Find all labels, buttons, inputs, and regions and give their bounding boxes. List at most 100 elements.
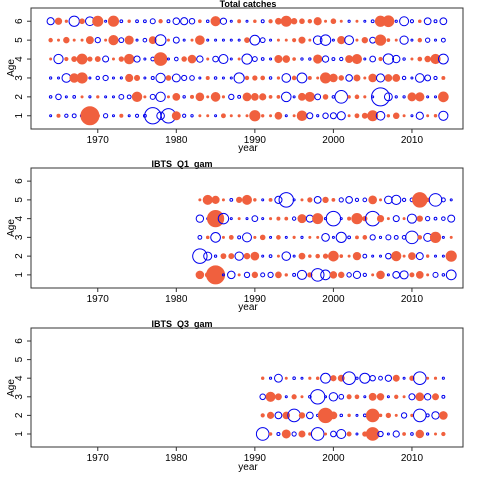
negative-residual-bubble (104, 19, 108, 23)
positive-residual-bubble (347, 254, 351, 258)
positive-residual-bubble (96, 95, 100, 99)
positive-residual-bubble (291, 394, 297, 400)
positive-residual-bubble (284, 376, 288, 380)
positive-residual-bubble (394, 38, 398, 42)
positive-residual-bubble (64, 19, 68, 23)
positive-residual-bubble (71, 56, 78, 63)
negative-residual-bubble (431, 411, 440, 420)
y-axis: 1 2 3 4 5 6 (14, 338, 31, 437)
negative-residual-bubble (259, 37, 266, 44)
negative-residual-bubble (310, 268, 325, 282)
y-tick-label: 5 (14, 37, 25, 43)
positive-residual-bubble (394, 413, 398, 417)
x-tick-label: 1990 (244, 135, 267, 146)
positive-residual-bubble (275, 17, 282, 25)
positive-residual-bubble (347, 95, 351, 99)
positive-residual-bubble (355, 235, 359, 240)
residual-bubbles (46, 15, 449, 126)
negative-residual-bubble (278, 192, 294, 208)
negative-residual-bubble (261, 217, 265, 221)
negative-residual-bubble (174, 56, 179, 62)
negative-residual-bubble (284, 395, 288, 399)
negative-residual-bubble (362, 413, 367, 418)
positive-residual-bubble (274, 111, 283, 120)
negative-residual-bubble (142, 37, 148, 43)
negative-residual-bubble (182, 113, 187, 118)
positive-residual-bubble (445, 250, 457, 262)
positive-residual-bubble (300, 395, 304, 399)
negative-residual-bubble (274, 195, 283, 204)
negative-residual-bubble (378, 375, 383, 381)
negative-residual-bubble (345, 196, 353, 204)
negative-residual-bubble (111, 95, 115, 99)
negative-residual-bubble (410, 76, 414, 80)
y-tick-label: 3 (14, 75, 25, 81)
positive-residual-bubble (308, 254, 312, 258)
positive-residual-bubble (347, 216, 352, 221)
negative-residual-bubble (441, 273, 446, 277)
negative-residual-bubble (218, 54, 229, 65)
negative-residual-bubble (331, 38, 335, 42)
negative-residual-bubble (320, 372, 331, 384)
negative-residual-bubble (269, 235, 273, 239)
positive-residual-bubble (417, 56, 423, 62)
positive-residual-bubble (268, 197, 273, 202)
positive-residual-bubble (300, 198, 304, 202)
positive-residual-bubble (392, 374, 400, 382)
panel-ibts-q1: IBTS_Q1_gam 1970 1980 1990 2000 2010 123456 … (6, 159, 464, 313)
positive-residual-bubble (351, 53, 363, 65)
positive-residual-bubble (354, 113, 360, 119)
negative-residual-bubble (64, 113, 69, 118)
positive-residual-bubble (269, 217, 273, 221)
positive-residual-bubble (242, 92, 252, 102)
positive-residual-bubble (166, 38, 170, 42)
plot-frame (30, 327, 464, 448)
negative-residual-bubble (245, 217, 249, 221)
negative-residual-bubble (440, 197, 446, 203)
positive-residual-bubble (284, 38, 288, 42)
negative-residual-bubble (313, 195, 322, 204)
negative-residual-bubble (445, 269, 457, 281)
negative-residual-bubble (410, 432, 414, 436)
negative-residual-bubble (68, 15, 80, 27)
positive-residual-bubble (206, 265, 226, 285)
positive-residual-bubble (265, 391, 276, 402)
negative-residual-bubble (402, 57, 406, 61)
negative-residual-bubble (182, 95, 186, 99)
positive-residual-bubble (202, 194, 213, 205)
positive-residual-bubble (181, 56, 187, 62)
negative-residual-bubble (339, 56, 344, 62)
negative-residual-bubble (441, 394, 446, 399)
positive-residual-bubble (433, 114, 438, 118)
negative-residual-bubble (321, 55, 330, 63)
negative-residual-bubble (103, 113, 109, 119)
positive-residual-bubble (253, 198, 257, 202)
negative-residual-bubble (206, 38, 210, 42)
negative-residual-bubble (229, 76, 233, 80)
negative-residual-bubble (134, 113, 140, 118)
positive-residual-bubble (198, 19, 202, 24)
negative-residual-bubble (409, 19, 415, 24)
negative-residual-bubble (441, 254, 445, 258)
negative-residual-bubble (438, 110, 449, 121)
positive-residual-bubble (107, 15, 120, 27)
negative-residual-bubble (345, 74, 353, 82)
positive-residual-bubble (426, 114, 430, 118)
positive-residual-bubble (237, 57, 241, 61)
positive-residual-bubble (407, 92, 417, 102)
negative-residual-bubble (415, 252, 424, 261)
negative-residual-bubble (221, 76, 225, 80)
x-tick-label: 1970 (87, 135, 110, 146)
positive-residual-bubble (63, 36, 70, 44)
negative-residual-bubble (267, 271, 274, 278)
negative-residual-bubble (433, 75, 438, 81)
positive-residual-bubble (426, 273, 430, 277)
negative-residual-bubble (126, 94, 132, 100)
negative-residual-bubble (306, 411, 314, 420)
positive-residual-bubble (276, 94, 281, 99)
negative-residual-bubble (102, 55, 110, 63)
negative-residual-bubble (383, 92, 393, 102)
negative-residual-bubble (155, 91, 166, 103)
positive-residual-bubble (367, 110, 379, 122)
positive-residual-bubble (124, 35, 134, 45)
